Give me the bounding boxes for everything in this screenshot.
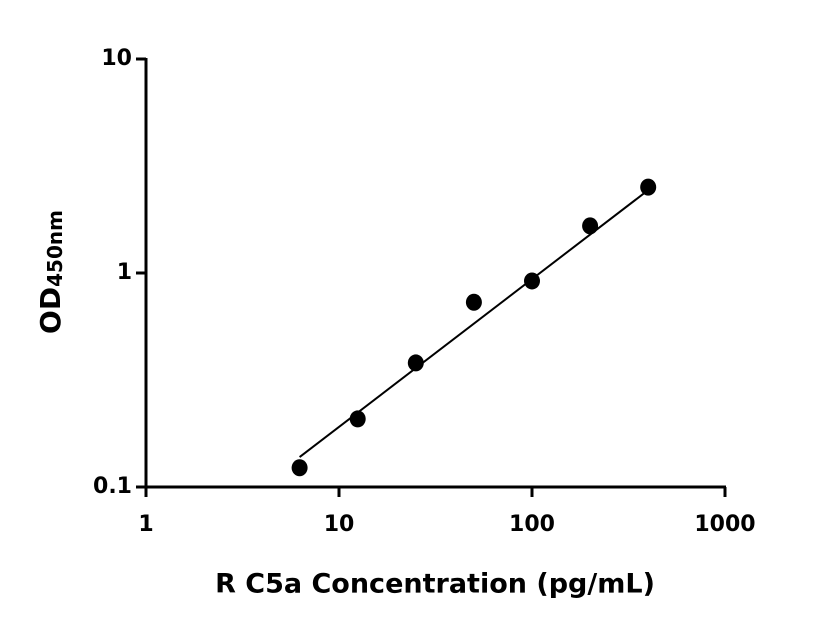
y-axis-label-subscript: 450nm	[43, 210, 67, 287]
data-point	[582, 217, 599, 235]
y-tick-label: 0.1	[93, 474, 132, 499]
data-point	[465, 293, 482, 311]
x-axis-label: R C5a Concentration (pg/mL)	[215, 569, 655, 600]
y-tick-label: 10	[101, 46, 132, 71]
y-axis-label: OD450nm	[34, 210, 67, 334]
y-axis-label-main: OD	[34, 287, 67, 334]
fit-line	[298, 189, 649, 458]
y-tick-label: 1	[117, 260, 132, 285]
data-point	[640, 178, 657, 196]
data-point	[291, 459, 308, 477]
x-tick-label: 1	[138, 512, 153, 537]
y-axis-label-group: OD450nm	[34, 210, 67, 334]
x-tick-label: 10	[324, 512, 355, 537]
x-tick-label: 1000	[694, 512, 755, 537]
data-point	[407, 354, 424, 372]
x-tick-label: 100	[509, 512, 555, 537]
